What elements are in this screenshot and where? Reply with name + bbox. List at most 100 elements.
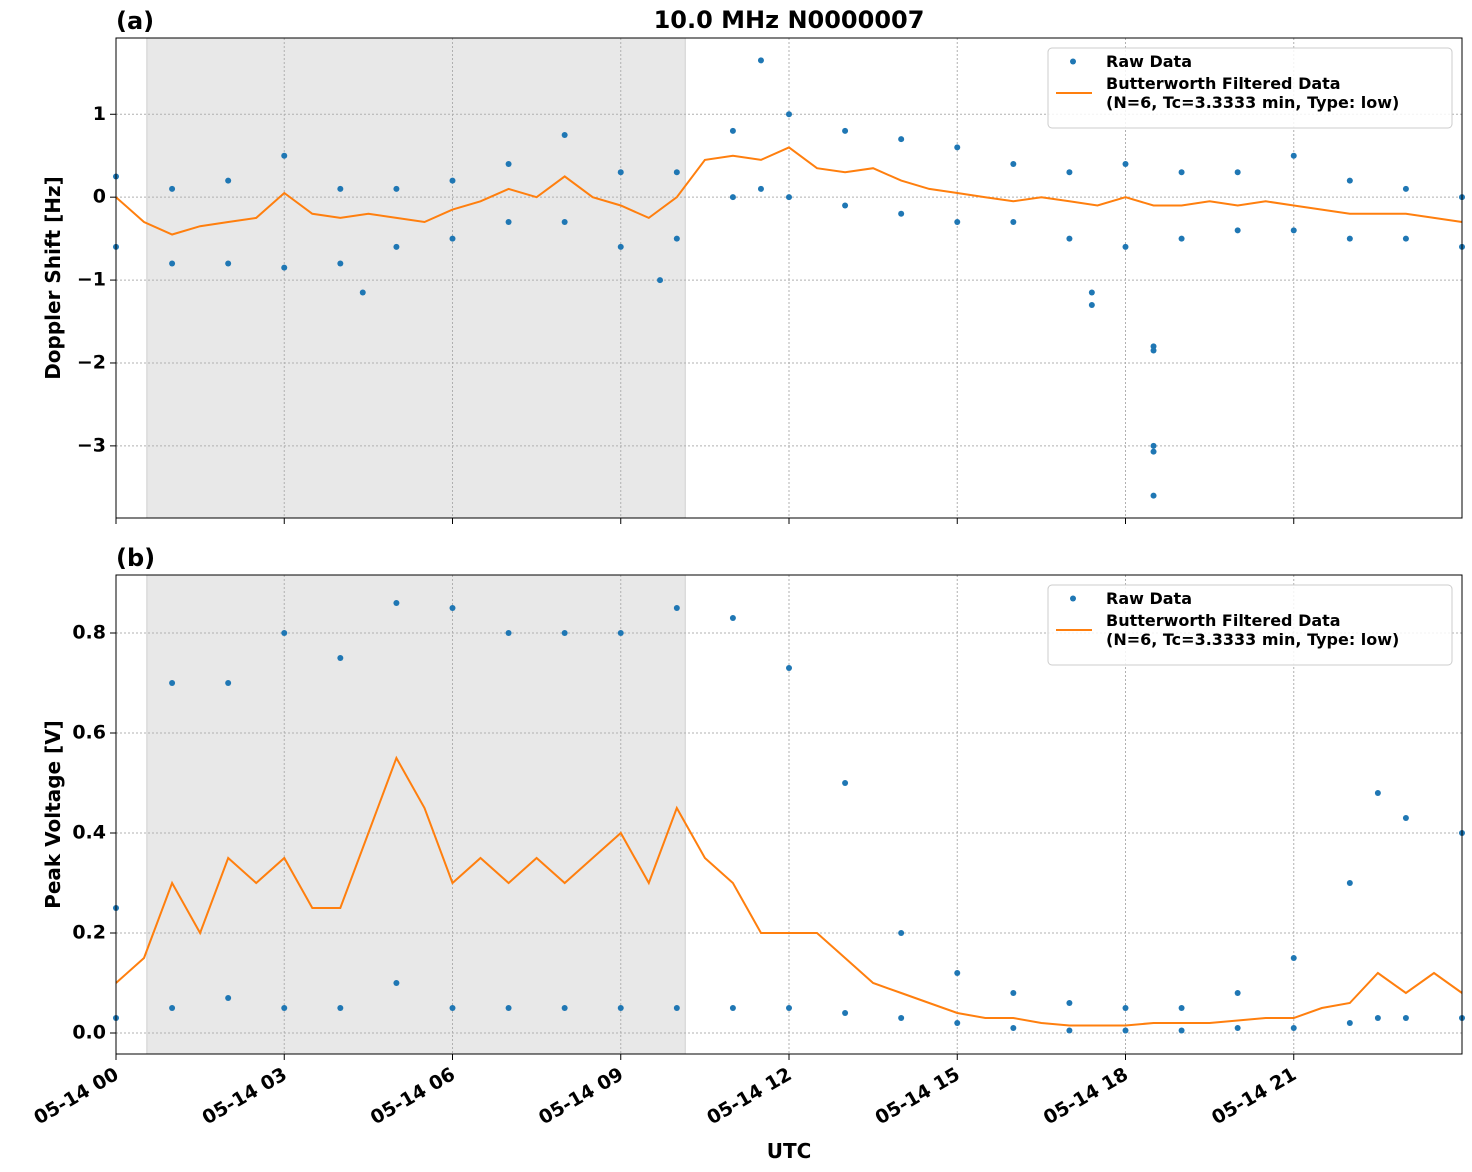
raw-point <box>281 1005 288 1011</box>
raw-point <box>673 235 680 242</box>
raw-point <box>169 680 176 686</box>
raw-point <box>393 600 400 606</box>
raw-point <box>1122 1005 1129 1011</box>
raw-point <box>1234 227 1241 234</box>
raw-point <box>281 152 288 159</box>
raw-point <box>1010 161 1017 168</box>
raw-point <box>561 219 568 226</box>
raw-point <box>393 243 400 250</box>
y-tick-label: 0.0 <box>72 1022 106 1044</box>
raw-point <box>786 194 792 201</box>
raw-point <box>225 995 232 1001</box>
x-tick-label: 05-14 09 <box>535 1063 627 1129</box>
x-tick-label: 05-14 00 <box>30 1063 122 1129</box>
legend-marker <box>1070 595 1076 602</box>
raw-point <box>1122 243 1129 250</box>
raw-point <box>1122 1027 1129 1034</box>
raw-point <box>673 169 680 176</box>
raw-point <box>898 210 905 217</box>
x-tick-label: 05-14 03 <box>198 1063 290 1129</box>
raw-point <box>1374 1015 1381 1021</box>
raw-point <box>1374 790 1381 796</box>
legend-marker <box>1070 58 1076 65</box>
legend-item: Butterworth Filtered Data (N=6, Tc=3.333… <box>1106 611 1400 649</box>
filtered-line <box>115 755 1463 1027</box>
raw-point <box>1150 442 1157 449</box>
raw-point <box>673 605 680 611</box>
raw-point <box>1402 1015 1409 1021</box>
raw-point <box>449 177 456 184</box>
raw-point <box>1010 219 1017 226</box>
raw-point <box>1402 185 1409 192</box>
raw-point <box>281 630 288 636</box>
raw-point <box>786 665 792 671</box>
y-tick-label: 0.4 <box>72 822 106 844</box>
raw-point <box>1346 177 1353 184</box>
raw-point <box>337 185 344 192</box>
y-tick-label: −2 <box>77 351 106 373</box>
raw-point <box>657 277 664 284</box>
raw-point <box>225 260 232 267</box>
raw-point <box>1346 235 1353 242</box>
raw-point <box>169 1005 176 1011</box>
raw-point <box>954 219 961 226</box>
raw-point <box>757 185 764 192</box>
raw-point <box>1346 1020 1353 1026</box>
x-tick-label: 05-14 18 <box>1040 1063 1132 1129</box>
y-tick-label: −1 <box>77 269 106 291</box>
raw-point <box>1234 1025 1241 1031</box>
raw-point <box>729 615 736 621</box>
raw-point <box>1178 1027 1185 1034</box>
x-tick-label: 05-14 12 <box>703 1063 795 1129</box>
raw-point <box>954 1020 961 1026</box>
raw-point <box>842 1010 849 1016</box>
raw-point <box>842 202 849 209</box>
raw-point <box>898 930 905 936</box>
y-tick-label: −3 <box>77 434 106 456</box>
raw-point <box>1234 990 1241 996</box>
raw-point <box>505 630 512 636</box>
shaded-span <box>146 37 686 519</box>
raw-point <box>225 680 232 686</box>
raw-point <box>169 185 176 192</box>
raw-point <box>1346 880 1353 886</box>
raw-point <box>1010 1025 1017 1031</box>
raw-point <box>561 630 568 636</box>
raw-point <box>337 260 344 267</box>
raw-point <box>617 630 624 636</box>
raw-point <box>1402 235 1409 242</box>
raw-point <box>842 127 849 134</box>
filtered-line <box>115 146 1463 236</box>
raw-point <box>1150 343 1157 350</box>
raw-point <box>1150 448 1157 455</box>
legend-label: Butterworth Filtered Data (N=6, Tc=3.333… <box>1106 611 1400 649</box>
raw-point <box>505 161 512 168</box>
legend-item: Raw Data <box>1106 589 1192 608</box>
raw-point <box>449 235 456 242</box>
raw-point <box>954 144 961 151</box>
raw-point <box>673 1005 680 1011</box>
raw-point <box>505 1005 512 1011</box>
legend-item: Raw Data <box>1106 52 1192 71</box>
raw-point <box>359 289 366 296</box>
raw-point <box>1178 169 1185 176</box>
raw-point <box>1066 169 1073 176</box>
panel-label: (a) <box>116 7 154 35</box>
plot-frame <box>115 37 1463 519</box>
legend-item: Butterworth Filtered Data (N=6, Tc=3.333… <box>1106 74 1400 112</box>
raw-point <box>1290 152 1297 159</box>
y-tick-label: 0.6 <box>72 722 106 744</box>
raw-point <box>1178 235 1185 242</box>
legend-label: Butterworth Filtered Data (N=6, Tc=3.333… <box>1106 74 1400 112</box>
y-tick-label: 1 <box>93 103 106 125</box>
raw-point <box>281 264 288 271</box>
raw-point <box>1234 169 1241 176</box>
raw-point <box>1178 1005 1185 1011</box>
raw-point <box>337 1005 344 1011</box>
raw-point <box>1290 227 1297 234</box>
raw-point <box>449 1005 456 1011</box>
raw-point <box>1150 347 1157 354</box>
raw-point <box>505 219 512 226</box>
